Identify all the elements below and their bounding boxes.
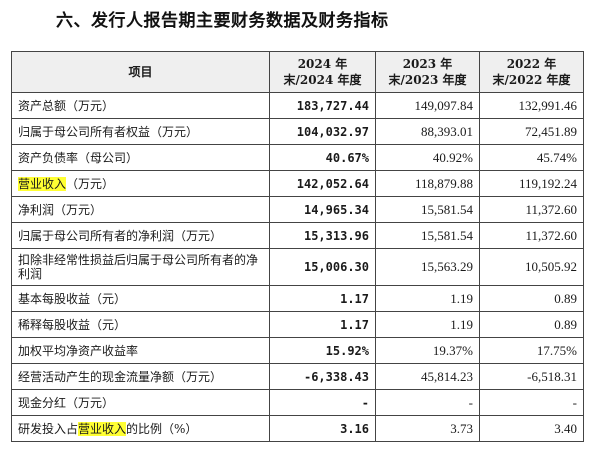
table-row: 资产负债率（母公司） 40.67% 40.92% 45.74%	[11, 144, 584, 171]
row-label: 归属于母公司所有者的净利润（万元）	[11, 222, 270, 249]
value-2024: 15.92%	[269, 337, 376, 364]
value-2023: 88,393.01	[375, 118, 480, 145]
table-row: 归属于母公司所有者的净利润（万元） 15,313.96 15,581.54 11…	[11, 222, 584, 249]
value-2024: 15,006.30	[269, 248, 376, 286]
value-2023: 118,879.88	[375, 170, 480, 197]
value-2024: 1.17	[269, 285, 376, 312]
table-row: 资产总额（万元） 183,727.44 149,097.84 132,991.4…	[11, 92, 584, 119]
value-2023: 15,581.54	[375, 196, 480, 223]
highlighted-term: 营业收入	[78, 421, 127, 436]
table-header-row: 项目 2024 年末/2024 年度 2023 年末/2023 年度 2022 …	[11, 51, 584, 93]
value-2024: -	[269, 389, 376, 416]
table-row: 净利润（万元） 14,965.34 15,581.54 11,372.60	[11, 196, 584, 223]
value-2022: 72,451.89	[479, 118, 584, 145]
value-2024: 14,965.34	[269, 196, 376, 223]
row-label: 基本每股收益（元）	[11, 285, 270, 312]
table-row: 营业收入（万元） 142,052.64 118,879.88 119,192.2…	[11, 170, 584, 197]
value-2023: 1.19	[375, 311, 480, 338]
value-2022: 17.75%	[479, 337, 584, 364]
table-row: 经营活动产生的现金流量净额（万元） -6,338.43 45,814.23 -6…	[11, 363, 584, 390]
row-label: 营业收入（万元）	[11, 170, 270, 197]
value-2023: 45,814.23	[375, 363, 480, 390]
value-2022: 11,372.60	[479, 222, 584, 249]
value-2024: 104,032.97	[269, 118, 376, 145]
label-prefix: 研发投入占	[18, 421, 79, 436]
row-label: 稀释每股收益（元）	[11, 311, 270, 338]
row-label: 净利润（万元）	[11, 196, 270, 223]
value-2022: 11,372.60	[479, 196, 584, 223]
row-label: 资产总额（万元）	[11, 92, 270, 119]
table-row: 扣除非经常性损益后归属于母公司所有者的净利润 15,006.30 15,563.…	[11, 248, 584, 286]
value-2022: 0.89	[479, 311, 584, 338]
value-2023: -	[375, 389, 480, 416]
row-label: 资产负债率（母公司）	[11, 144, 270, 171]
value-2022: 10,505.92	[479, 248, 584, 286]
row-label: 研发投入占营业收入的比例（%）	[11, 415, 270, 442]
value-2024: 3.16	[269, 415, 376, 442]
value-2023: 40.92%	[375, 144, 480, 171]
row-label: 加权平均净资产收益率	[11, 337, 270, 364]
row-label: 归属于母公司所有者权益（万元）	[11, 118, 270, 145]
table-row: 研发投入占营业收入的比例（%） 3.16 3.73 3.40	[11, 415, 584, 442]
row-label: 扣除非经常性损益后归属于母公司所有者的净利润	[11, 248, 270, 286]
label-suffix: 的比例（%）	[126, 421, 198, 436]
table-row: 加权平均净资产收益率 15.92% 19.37% 17.75%	[11, 337, 584, 364]
value-2022: 0.89	[479, 285, 584, 312]
value-2022: 119,192.24	[479, 170, 584, 197]
value-2022: 132,991.46	[479, 92, 584, 119]
table-row: 基本每股收益（元） 1.17 1.19 0.89	[11, 285, 584, 312]
value-2023: 3.73	[375, 415, 480, 442]
value-2022: -6,518.31	[479, 363, 584, 390]
section-title: 六、发行人报告期主要财务数据及财务指标	[56, 11, 389, 31]
header-2024: 2024 年末/2024 年度	[269, 51, 376, 93]
value-2024: 15,313.96	[269, 222, 376, 249]
table-row: 稀释每股收益（元） 1.17 1.19 0.89	[11, 311, 584, 338]
header-2023: 2023 年末/2023 年度	[375, 51, 480, 93]
value-2024: 1.17	[269, 311, 376, 338]
header-item: 项目	[11, 51, 270, 93]
value-2022: -	[479, 389, 584, 416]
value-2023: 15,581.54	[375, 222, 480, 249]
highlighted-term: 营业收入	[18, 176, 67, 191]
financial-data-table: 项目 2024 年末/2024 年度 2023 年末/2023 年度 2022 …	[11, 51, 584, 442]
header-2022: 2022 年末/2022 年度	[479, 51, 584, 93]
row-label: 经营活动产生的现金流量净额（万元）	[11, 363, 270, 390]
value-2023: 19.37%	[375, 337, 480, 364]
value-2023: 1.19	[375, 285, 480, 312]
value-2022: 45.74%	[479, 144, 584, 171]
value-2024: 183,727.44	[269, 92, 376, 119]
label-suffix: （万元）	[66, 176, 115, 191]
table-row: 现金分红（万元） - - -	[11, 389, 584, 416]
value-2023: 149,097.84	[375, 92, 480, 119]
value-2023: 15,563.29	[375, 248, 480, 286]
value-2022: 3.40	[479, 415, 584, 442]
value-2024: -6,338.43	[269, 363, 376, 390]
table-row: 归属于母公司所有者权益（万元） 104,032.97 88,393.01 72,…	[11, 118, 584, 145]
value-2024: 142,052.64	[269, 170, 376, 197]
row-label: 现金分红（万元）	[11, 389, 270, 416]
value-2024: 40.67%	[269, 144, 376, 171]
